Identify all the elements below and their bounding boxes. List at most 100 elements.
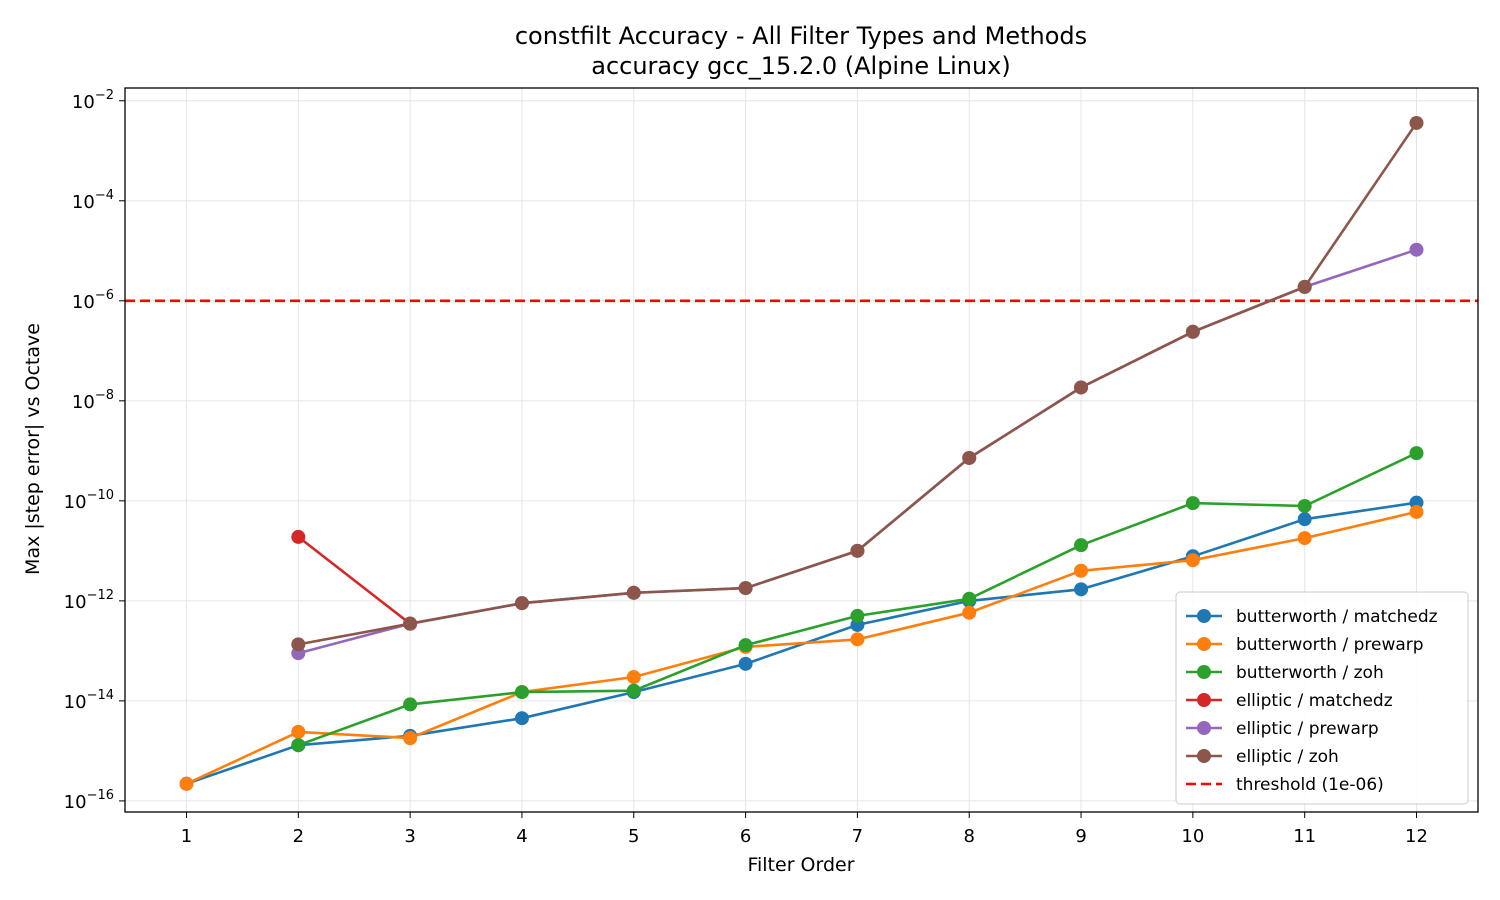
- legend-swatch-marker: [1197, 693, 1211, 707]
- x-tick-label: 7: [852, 826, 863, 847]
- data-point: [738, 581, 753, 596]
- data-point: [291, 529, 306, 544]
- legend-label: elliptic / prewarp: [1236, 719, 1379, 739]
- y-tick-label-base: 10: [72, 192, 95, 213]
- data-point: [1297, 512, 1312, 527]
- series-elliptic-zoh: [291, 115, 1424, 652]
- y-tick-label-exponent: −2: [95, 88, 114, 103]
- chart-title: constfilt Accuracy - All Filter Types an…: [515, 22, 1087, 50]
- y-tick-label-base: 10: [64, 592, 87, 613]
- x-tick-label: 11: [1293, 826, 1316, 847]
- y-tick-label-exponent: −4: [95, 188, 114, 203]
- y-tick-label: 10−14: [64, 688, 114, 713]
- y-tick-label-exponent: −10: [87, 488, 114, 503]
- y-tick-label: 10−8: [72, 388, 114, 413]
- data-point: [850, 632, 865, 647]
- data-point: [962, 450, 977, 465]
- y-tick-label-base: 10: [64, 692, 87, 713]
- data-point: [626, 670, 641, 685]
- y-tick-label-base: 10: [72, 392, 95, 413]
- y-tick-label-exponent: −8: [95, 388, 114, 403]
- legend-label: elliptic / zoh: [1236, 747, 1339, 767]
- legend-item: butterworth / prewarp: [1186, 635, 1424, 655]
- y-tick-label-exponent: −16: [87, 788, 114, 803]
- x-tick-label: 1: [181, 826, 192, 847]
- data-point: [1074, 582, 1089, 597]
- y-tick-label-base: 10: [72, 92, 95, 113]
- data-point: [626, 683, 641, 698]
- data-point: [1074, 563, 1089, 578]
- x-tick-label: 2: [293, 826, 304, 847]
- x-tick-label: 4: [516, 826, 527, 847]
- data-point: [850, 608, 865, 623]
- y-tick-label: 10−6: [72, 288, 114, 313]
- legend-item: butterworth / matchedz: [1186, 607, 1438, 627]
- y-tick-label-exponent: −6: [95, 288, 114, 303]
- plot-frame: [124, 87, 1479, 813]
- data-point: [1185, 496, 1200, 511]
- data-point: [738, 638, 753, 653]
- series-butterworth-zoh: [291, 446, 1424, 753]
- x-tick-label: 12: [1405, 826, 1428, 847]
- x-tick-label: 6: [740, 826, 751, 847]
- y-tick-label-base: 10: [64, 492, 87, 513]
- data-point: [403, 731, 418, 746]
- y-tick-label-exponent: −12: [87, 588, 114, 603]
- data-point: [291, 738, 306, 753]
- y-tick-label-base: 10: [72, 292, 95, 313]
- y-tick-label: 10−2: [72, 88, 114, 113]
- legend-label: butterworth / prewarp: [1236, 635, 1424, 655]
- chart-subtitle: accuracy gcc_15.2.0 (Alpine Linux): [591, 52, 1010, 80]
- data-point: [403, 697, 418, 712]
- y-axis-label: Max |step error| vs Octave: [22, 323, 44, 575]
- legend-item: elliptic / zoh: [1186, 747, 1339, 767]
- data-point: [962, 605, 977, 620]
- data-point: [850, 543, 865, 558]
- legend-label: butterworth / matchedz: [1236, 607, 1438, 627]
- legend-swatch-marker: [1197, 665, 1211, 679]
- x-tick-label: 5: [628, 826, 639, 847]
- y-tick-label: 10−10: [64, 488, 114, 513]
- data-point: [1185, 553, 1200, 568]
- y-tick-label: 10−12: [64, 588, 114, 613]
- legend-label: butterworth / zoh: [1236, 663, 1384, 683]
- y-tick-label-base: 10: [64, 792, 87, 813]
- series-butterworth-prewarp: [179, 504, 1424, 791]
- legend-box: [1175, 591, 1469, 805]
- legend-swatch-marker: [1197, 721, 1211, 735]
- data-point: [1409, 115, 1424, 130]
- data-point: [962, 591, 977, 606]
- axes: 1 2 3 4 5 6 7 8 9 10 11 1210−1610−1410−1210−1010−81…: [64, 88, 1428, 847]
- x-tick-label: 3: [404, 826, 415, 847]
- data-point: [514, 711, 529, 726]
- data-point: [514, 596, 529, 611]
- legend-item: butterworth / zoh: [1186, 663, 1384, 683]
- data-point: [514, 685, 529, 700]
- legend-swatch-marker: [1197, 609, 1211, 623]
- data-point: [1297, 531, 1312, 546]
- legend-item: elliptic / prewarp: [1186, 719, 1379, 739]
- y-tick-label-exponent: −14: [87, 688, 114, 703]
- data-point: [1074, 380, 1089, 395]
- data-point: [1185, 324, 1200, 339]
- legend-swatch-marker: [1197, 637, 1211, 651]
- series-line: [185, 510, 1417, 785]
- x-tick-label: 9: [1075, 826, 1086, 847]
- data-point: [1409, 446, 1424, 461]
- data-point: [1297, 498, 1312, 513]
- legend-item: elliptic / matchedz: [1186, 691, 1393, 711]
- data-point: [626, 585, 641, 600]
- x-tick-label: 8: [964, 826, 975, 847]
- series-line: [297, 535, 411, 625]
- x-axis-label: Filter Order: [747, 854, 854, 876]
- legend-item: threshold (1e-06): [1186, 775, 1384, 795]
- y-tick-label: 10−4: [72, 188, 114, 213]
- data-point: [1409, 504, 1424, 519]
- data-point: [1297, 279, 1312, 294]
- series-group: [179, 115, 1424, 791]
- data-point: [291, 637, 306, 652]
- legend: butterworth / matchedz butterworth / prew…: [1175, 591, 1469, 805]
- y-tick-label: 10−16: [64, 788, 114, 813]
- data-point: [403, 616, 418, 631]
